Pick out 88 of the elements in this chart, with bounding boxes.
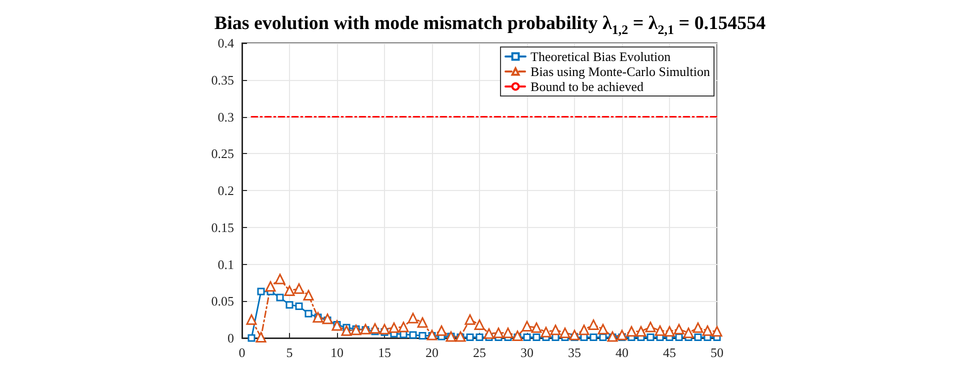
point <box>626 326 637 337</box>
point <box>476 334 484 342</box>
point <box>598 324 608 334</box>
point <box>645 322 656 332</box>
point <box>455 331 466 342</box>
point <box>466 334 474 342</box>
point <box>532 334 540 342</box>
point <box>303 290 314 300</box>
x-tick-label: 10 <box>330 345 344 360</box>
point <box>493 328 504 338</box>
point <box>502 328 514 338</box>
point <box>531 322 542 333</box>
point <box>418 332 426 340</box>
point <box>408 312 418 324</box>
point <box>540 326 552 338</box>
point <box>246 314 257 325</box>
point <box>550 324 561 336</box>
y-tick-label: 0.4 <box>218 36 234 50</box>
point <box>286 301 294 309</box>
y-tick-label: 0.15 <box>211 220 234 235</box>
x-tick-label: 40 <box>616 345 628 360</box>
y-tick-label: 0.2 <box>218 183 234 198</box>
point <box>370 323 380 334</box>
point <box>417 317 428 328</box>
legend-label: Bound to be achieved <box>530 79 644 94</box>
point <box>646 334 654 342</box>
point <box>694 334 702 342</box>
point <box>295 302 303 310</box>
point <box>360 324 371 334</box>
x-tick-label: 20 <box>426 345 438 360</box>
point <box>322 314 333 324</box>
point <box>702 325 713 336</box>
point <box>654 325 666 336</box>
point <box>675 334 683 342</box>
point <box>464 314 476 325</box>
point <box>522 320 532 332</box>
x-tick-label: 25 <box>473 345 486 360</box>
point <box>569 330 580 340</box>
point <box>599 334 607 342</box>
y-tick-label: 0.05 <box>211 294 234 309</box>
y-tick-label: 0 <box>228 330 234 346</box>
point <box>294 283 304 294</box>
point <box>284 286 295 296</box>
point <box>560 328 570 338</box>
x-tick-label: 15 <box>378 345 391 360</box>
point <box>636 326 646 337</box>
point <box>274 274 286 284</box>
point <box>664 326 675 337</box>
y-tick-label: 0.35 <box>211 72 234 88</box>
point <box>674 324 684 334</box>
point <box>616 330 628 340</box>
legend-label: Theoretical Bias Evolution <box>530 49 672 64</box>
point <box>692 322 704 333</box>
point <box>257 288 265 296</box>
x-tick-label: 5 <box>286 345 293 360</box>
point <box>265 281 276 292</box>
x-tick-label: 45 <box>663 345 676 360</box>
point <box>607 331 618 342</box>
y-tick-label: 0.25 <box>211 146 234 162</box>
x-tick-label: 50 <box>710 345 724 360</box>
point <box>426 330 438 340</box>
point <box>256 332 266 343</box>
point <box>484 328 494 339</box>
point <box>341 325 352 336</box>
point <box>388 322 400 333</box>
point <box>332 320 342 331</box>
point <box>474 319 485 330</box>
point <box>248 334 256 342</box>
x-tick-label: 30 <box>520 345 534 360</box>
y-tick-label: 0.1 <box>218 256 234 272</box>
point <box>578 324 590 336</box>
point <box>304 310 312 318</box>
point <box>436 325 447 336</box>
point <box>350 324 362 336</box>
point <box>683 328 694 338</box>
point <box>512 330 523 342</box>
y-tick-label: 0.3 <box>218 109 234 124</box>
point <box>590 334 598 342</box>
x-tick-label: 0 <box>238 345 246 360</box>
point <box>379 324 390 334</box>
point <box>523 334 531 342</box>
legend-label: Bias using Monte-Carlo Simultion <box>530 64 710 79</box>
x-tick-label: 35 <box>568 345 581 360</box>
point <box>398 322 409 332</box>
point <box>588 319 599 330</box>
point <box>712 326 722 337</box>
point <box>409 331 417 339</box>
point <box>276 294 284 302</box>
